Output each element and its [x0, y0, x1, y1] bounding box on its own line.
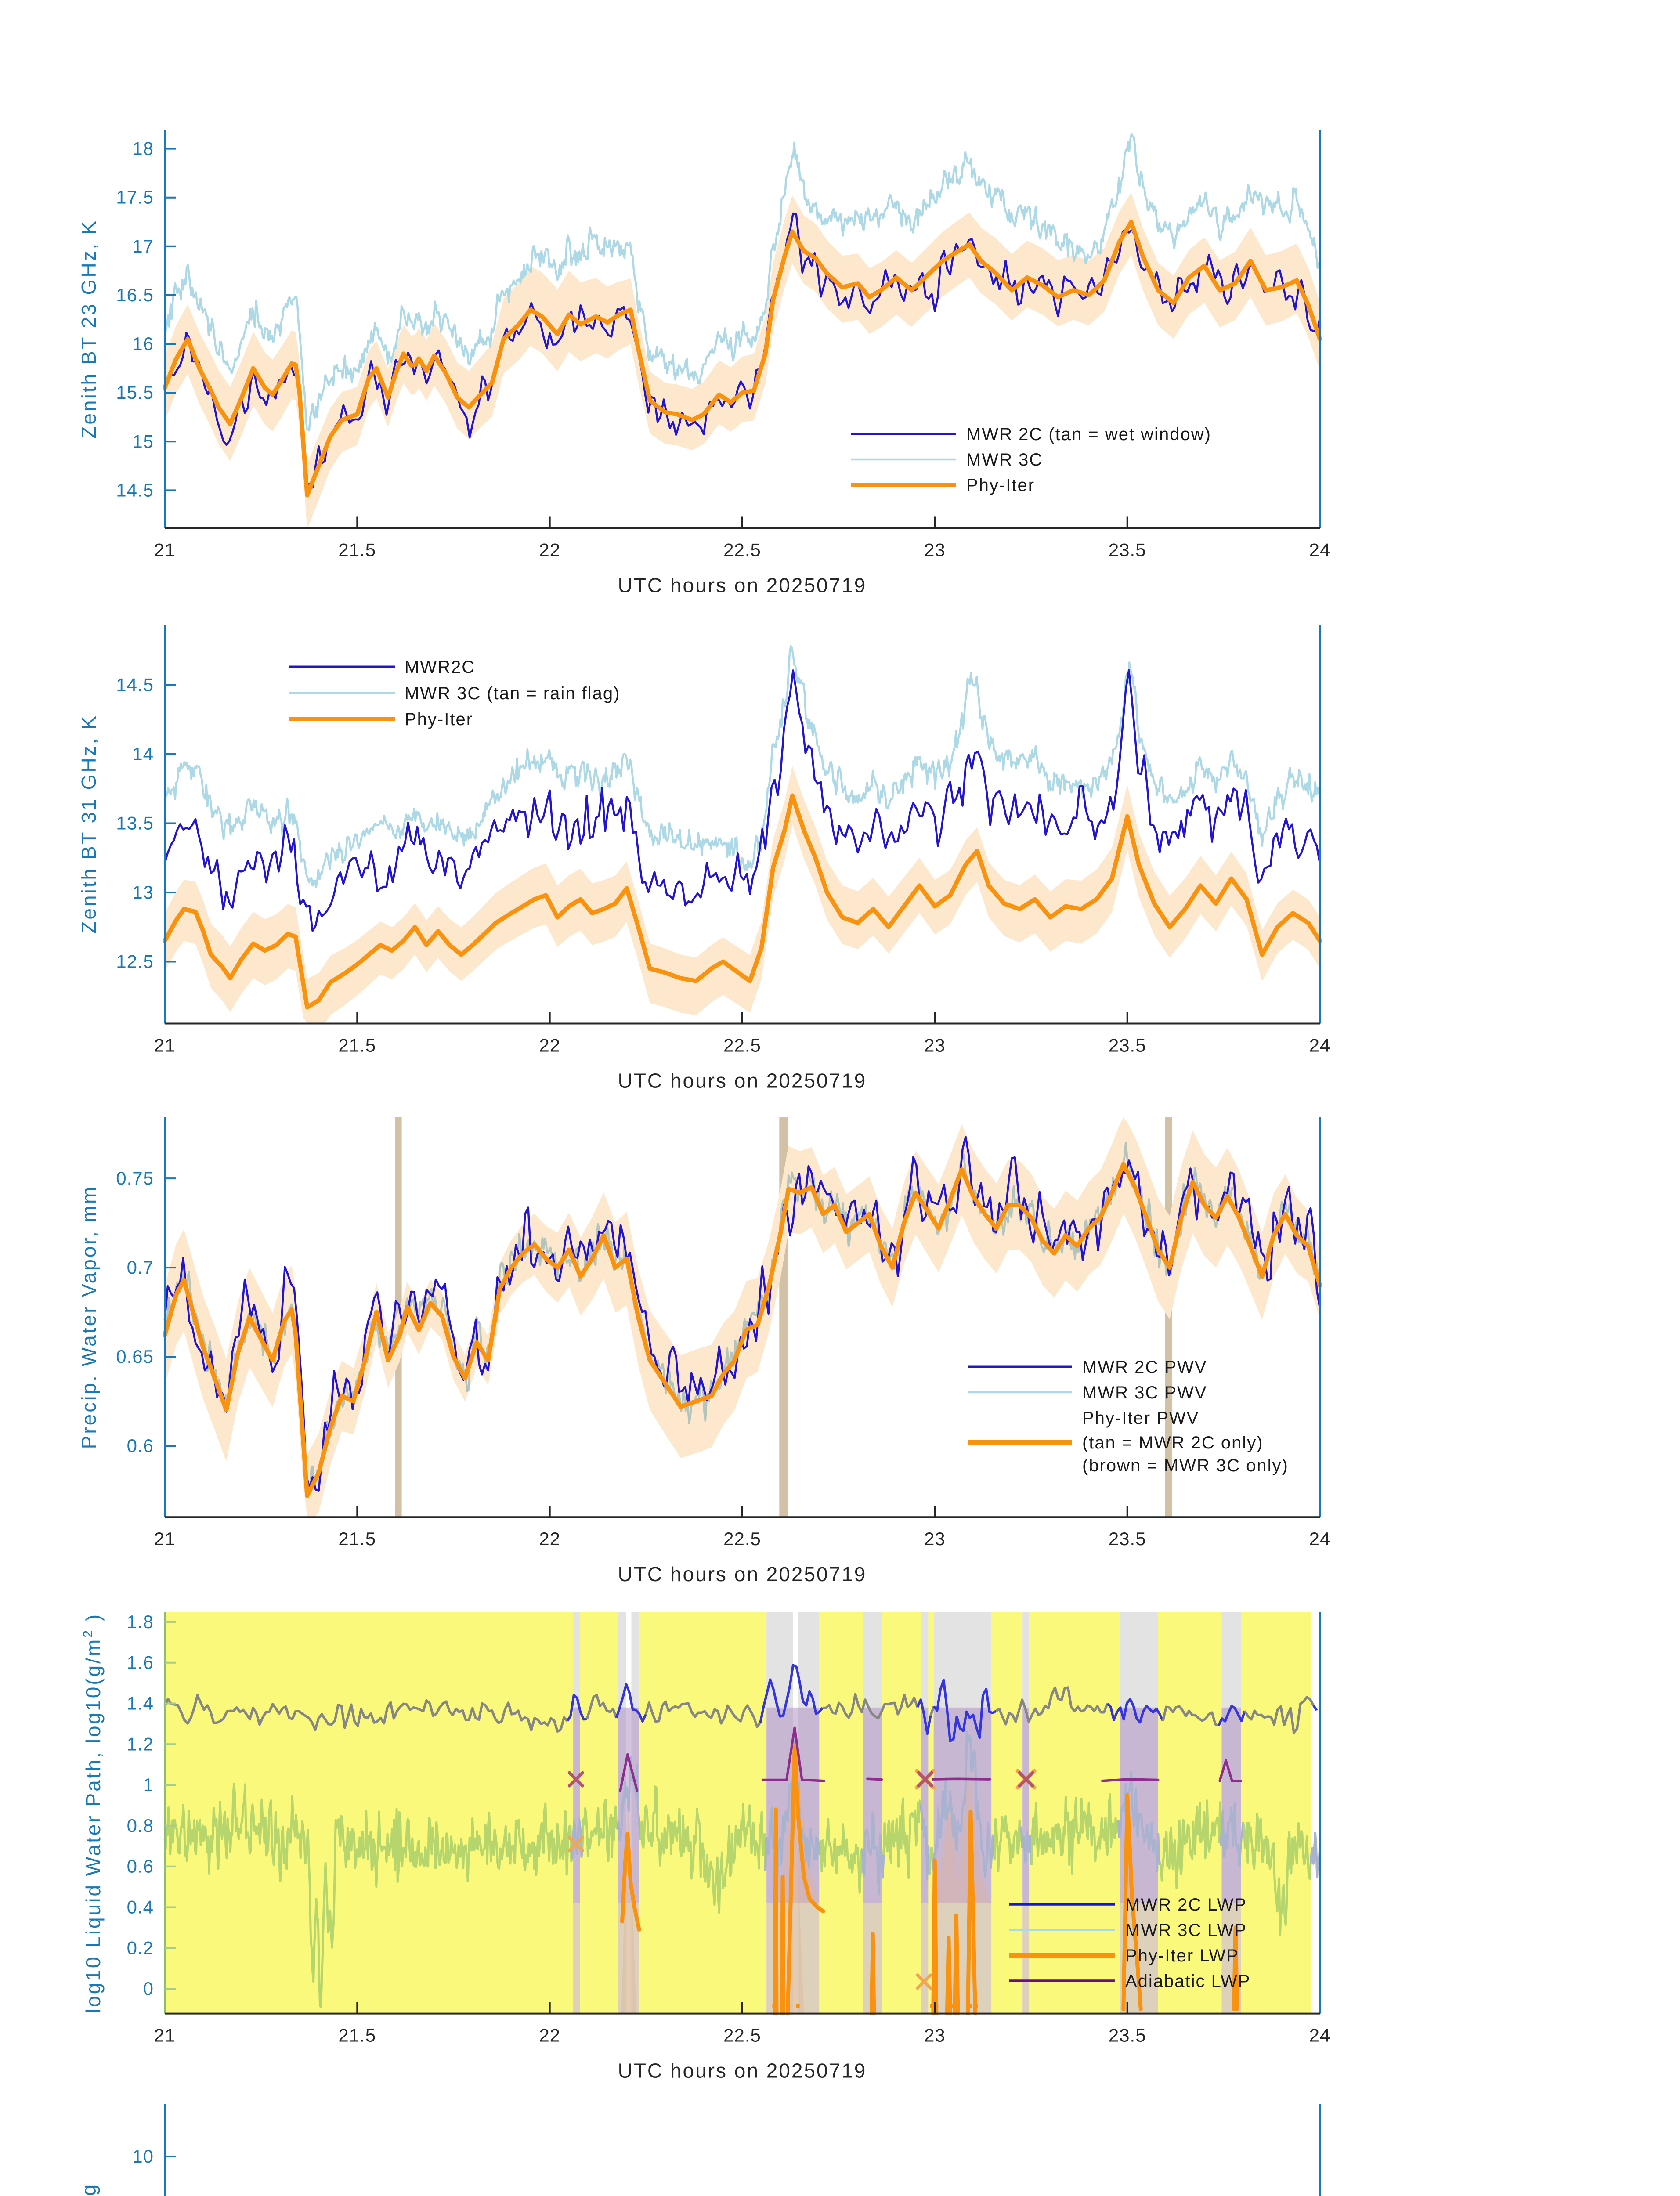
- svg-text:22.5: 22.5: [723, 1035, 761, 1056]
- svg-text:MWR 3C (tan = rain flag): MWR 3C (tan = rain flag): [405, 684, 620, 703]
- svg-text:log10 Liquid Water Path, log10: log10 Liquid Water Path, log10(g/m2 ): [81, 1613, 105, 2013]
- svg-text:MWR2C: MWR2C: [405, 657, 475, 677]
- svg-text:0: 0: [143, 1978, 154, 1999]
- svg-text:22: 22: [539, 1528, 560, 1549]
- svg-text:MWR 2C PWV: MWR 2C PWV: [1082, 1358, 1207, 1377]
- svg-text:1: 1: [143, 1774, 154, 1795]
- svg-text:1.4: 1.4: [127, 1693, 154, 1714]
- svg-text:13.5: 13.5: [116, 813, 154, 834]
- svg-text:22: 22: [539, 1035, 560, 1056]
- svg-text:18: 18: [132, 138, 154, 159]
- svg-text:24: 24: [1309, 540, 1331, 560]
- svg-text:(brown = MWR 3C only): (brown = MWR 3C only): [1082, 1456, 1289, 1475]
- svg-text:14.5: 14.5: [116, 675, 154, 695]
- svg-text:MWR 3C: MWR 3C: [966, 450, 1043, 470]
- svg-text:Adiabatic LWP: Adiabatic LWP: [1125, 1972, 1250, 1991]
- svg-text:Phy-Iter: Phy-Iter: [966, 476, 1035, 495]
- svg-text:22.5: 22.5: [723, 2025, 761, 2046]
- svg-text:Precip. Water Vapor, mm: Precip. Water Vapor, mm: [77, 1185, 100, 1449]
- svg-text:0.8: 0.8: [127, 1815, 154, 1836]
- svg-text:23: 23: [924, 1035, 946, 1056]
- svg-text:UTC hours on 20250719: UTC hours on 20250719: [618, 1069, 867, 1092]
- svg-text:Phy-Iter LWP: Phy-Iter LWP: [1125, 1946, 1239, 1965]
- svg-text:23.5: 23.5: [1109, 2025, 1146, 2046]
- svg-text:1.8: 1.8: [127, 1611, 154, 1632]
- svg-text:0.4: 0.4: [127, 1897, 154, 1918]
- svg-text:22: 22: [539, 540, 560, 560]
- svg-text:10: 10: [132, 2146, 154, 2167]
- svg-text:23.5: 23.5: [1109, 1035, 1146, 1056]
- svg-text:21.5: 21.5: [338, 1528, 376, 1549]
- svg-text:21.5: 21.5: [338, 540, 376, 560]
- svg-text:MWR 2C LWP: MWR 2C LWP: [1125, 1895, 1247, 1914]
- svg-text:17.5: 17.5: [116, 187, 154, 208]
- svg-text:21.5: 21.5: [338, 2025, 376, 2046]
- svg-text:MWR 3C LWP: MWR 3C LWP: [1125, 1921, 1247, 1940]
- svg-text:17: 17: [132, 236, 154, 256]
- svg-text:14.5: 14.5: [116, 480, 154, 500]
- svg-text:24: 24: [1309, 1035, 1331, 1056]
- svg-text:21.5: 21.5: [338, 1035, 376, 1056]
- svg-text:24: 24: [1309, 2025, 1331, 2046]
- svg-text:MWR 2C (tan = wet window): MWR 2C (tan = wet window): [966, 425, 1211, 444]
- svg-text:24: 24: [1309, 1528, 1331, 1549]
- svg-text:16: 16: [132, 333, 154, 354]
- svg-text:0.75: 0.75: [116, 1168, 154, 1188]
- svg-text:UTC hours on 20250719: UTC hours on 20250719: [618, 574, 867, 597]
- svg-text:23: 23: [924, 540, 946, 560]
- svg-text:UTC hours on 20250719: UTC hours on 20250719: [618, 2059, 867, 2082]
- svg-text:15.5: 15.5: [116, 382, 154, 403]
- svg-text:Zenith BT 23 GHz, K: Zenith BT 23 GHz, K: [77, 219, 100, 439]
- svg-text:1.2: 1.2: [127, 1734, 154, 1754]
- svg-text:21: 21: [154, 1528, 176, 1549]
- svg-text:13: 13: [132, 882, 154, 903]
- svg-text:22.5: 22.5: [723, 540, 761, 560]
- svg-text:MWR 3C PWV: MWR 3C PWV: [1082, 1383, 1207, 1402]
- svg-text:23: 23: [924, 1528, 946, 1549]
- svg-text:0.2: 0.2: [127, 1937, 154, 1958]
- svg-text:12.5: 12.5: [116, 951, 154, 972]
- svg-text:(tan = MWR 2C only): (tan = MWR 2C only): [1082, 1433, 1264, 1452]
- svg-text:21: 21: [154, 2025, 176, 2046]
- svg-text:23.5: 23.5: [1109, 540, 1146, 560]
- svg-text:1.6: 1.6: [127, 1652, 154, 1673]
- svg-text:UTC hours on 20250719: UTC hours on 20250719: [618, 1563, 867, 1586]
- svg-text:21: 21: [154, 1035, 176, 1056]
- svg-text:Phy-Iter: Phy-Iter: [405, 710, 473, 729]
- svg-text:23.5: 23.5: [1109, 1528, 1146, 1549]
- svg-text:Zenith BT 31 GHz, K: Zenith BT 31 GHz, K: [77, 714, 100, 934]
- svg-text:22: 22: [539, 2025, 560, 2046]
- svg-text:0.65: 0.65: [116, 1346, 154, 1367]
- svg-text:MWR Phy Iter DQ Flag: MWR Phy Iter DQ Flag: [77, 2183, 100, 2196]
- svg-text:14: 14: [132, 744, 154, 764]
- svg-text:23: 23: [924, 2025, 946, 2046]
- svg-text:0.7: 0.7: [127, 1257, 154, 1278]
- svg-text:16.5: 16.5: [116, 285, 154, 305]
- svg-text:15: 15: [132, 431, 154, 451]
- svg-text:21: 21: [154, 540, 176, 560]
- svg-text:0.6: 0.6: [127, 1856, 154, 1877]
- svg-text:22.5: 22.5: [723, 1528, 761, 1549]
- svg-text:0.6: 0.6: [127, 1435, 154, 1456]
- svg-text:Phy-Iter PWV: Phy-Iter PWV: [1082, 1409, 1199, 1428]
